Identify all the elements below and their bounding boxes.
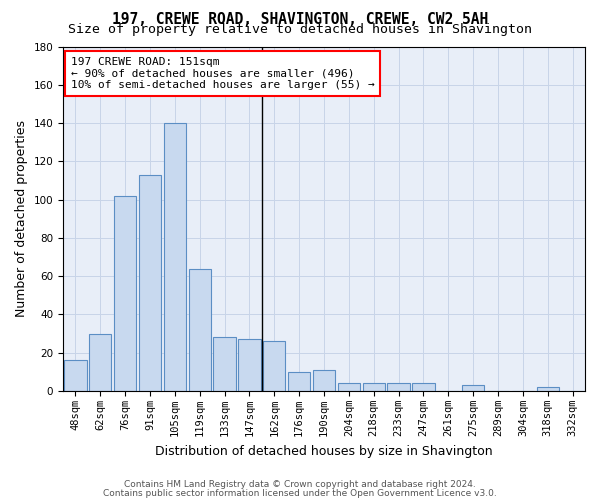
- Bar: [114, 196, 136, 391]
- Y-axis label: Number of detached properties: Number of detached properties: [15, 120, 28, 318]
- Bar: [263, 342, 286, 391]
- Bar: [64, 360, 86, 391]
- Bar: [89, 334, 112, 391]
- Bar: [238, 340, 260, 391]
- Bar: [536, 387, 559, 391]
- Bar: [362, 384, 385, 391]
- Bar: [388, 384, 410, 391]
- Bar: [313, 370, 335, 391]
- Text: 197 CREWE ROAD: 151sqm
← 90% of detached houses are smaller (496)
10% of semi-de: 197 CREWE ROAD: 151sqm ← 90% of detached…: [71, 57, 374, 90]
- Bar: [412, 384, 434, 391]
- Bar: [462, 386, 484, 391]
- Text: Contains public sector information licensed under the Open Government Licence v3: Contains public sector information licen…: [103, 488, 497, 498]
- Bar: [338, 384, 360, 391]
- Bar: [214, 338, 236, 391]
- Bar: [288, 372, 310, 391]
- Text: Contains HM Land Registry data © Crown copyright and database right 2024.: Contains HM Land Registry data © Crown c…: [124, 480, 476, 489]
- Bar: [139, 174, 161, 391]
- Text: Size of property relative to detached houses in Shavington: Size of property relative to detached ho…: [68, 22, 532, 36]
- Bar: [188, 268, 211, 391]
- X-axis label: Distribution of detached houses by size in Shavington: Distribution of detached houses by size …: [155, 444, 493, 458]
- Bar: [164, 123, 186, 391]
- Text: 197, CREWE ROAD, SHAVINGTON, CREWE, CW2 5AH: 197, CREWE ROAD, SHAVINGTON, CREWE, CW2 …: [112, 12, 488, 28]
